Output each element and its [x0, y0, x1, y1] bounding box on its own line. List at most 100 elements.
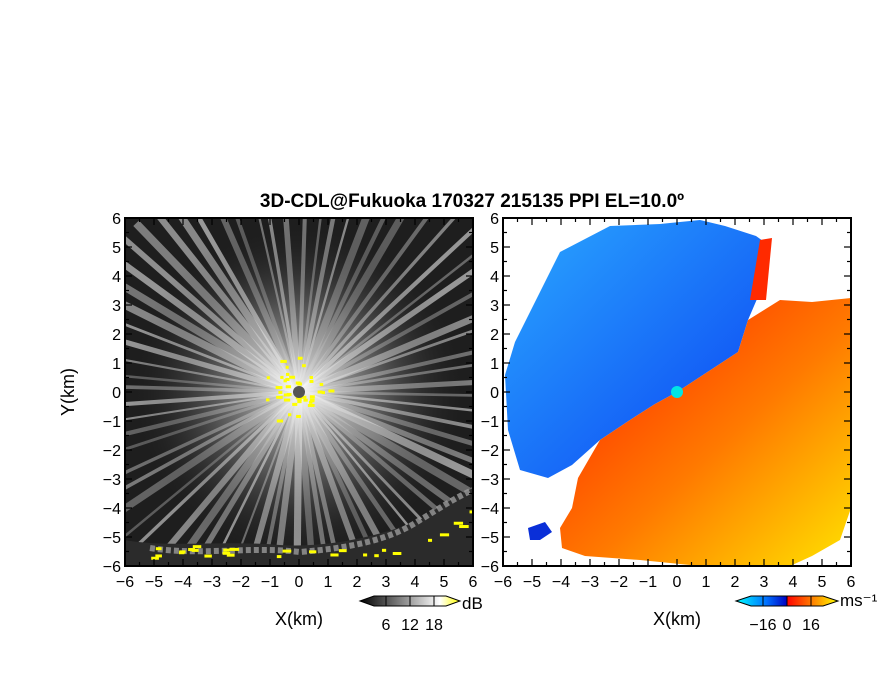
snr-high-value-speck: [285, 365, 289, 369]
colorbar-tick-label: 16: [802, 617, 820, 634]
y-tick-label: −6: [103, 559, 121, 576]
snr-high-value-speck: [297, 382, 302, 386]
x-tick-label: −3: [581, 574, 599, 591]
x-tick-label: 6: [469, 574, 478, 591]
snr-high-value-speck: [278, 390, 283, 394]
snr-high-value-speck: [297, 356, 303, 360]
snr-high-value-speck: [330, 553, 339, 557]
y-tick-label: 6: [112, 211, 121, 228]
snr-high-value-speck: [155, 554, 162, 558]
snr-high-value-speck: [275, 386, 283, 390]
x-tick-label: 2: [731, 574, 740, 591]
y-tick-label: 0: [490, 385, 499, 402]
y-tick-label: 4: [490, 269, 499, 286]
velocity-negative-region: [505, 220, 770, 478]
snr-high-value-speck: [285, 377, 290, 381]
snr-high-value-speck: [363, 553, 368, 557]
snr-high-value-speck: [328, 389, 335, 393]
x-tick-label: 1: [324, 574, 333, 591]
snr-high-value-speck: [303, 398, 308, 402]
snr-panel: −6 −5 −4 −3 −2 −1 0 1 2 3 4 5 6 −6 −5 −4 −3 −2 −1 0 1 2 3 4 5 6 Y…: [58, 211, 478, 629]
x-tick-label: 0: [673, 574, 682, 591]
x-tick-label: −4: [552, 574, 570, 591]
snr-high-value-speck: [283, 379, 287, 383]
x-tick-label: 6: [847, 574, 856, 591]
x-tick-label: 2: [353, 574, 362, 591]
y-tick-label: −2: [103, 443, 121, 460]
x-tick-label: 3: [382, 574, 391, 591]
snr-high-value-speck: [266, 398, 270, 402]
snr-high-value-speck: [392, 551, 402, 555]
snr-high-value-speck: [309, 395, 315, 399]
snr-high-value-speck: [151, 556, 159, 560]
snr-high-value-speck: [439, 533, 450, 537]
snr-x-axis-label: X(km): [275, 609, 323, 629]
snr-high-value-speck: [296, 414, 301, 418]
snr-high-value-speck: [229, 547, 240, 551]
y-tick-label: 1: [112, 356, 121, 373]
y-tick-label: −3: [481, 472, 499, 489]
y-tick-label: −5: [103, 530, 121, 547]
snr-lower-band-edge: [149, 487, 473, 556]
snr-high-value-speck: [459, 525, 469, 529]
y-tick-label: −6: [481, 559, 499, 576]
snr-high-value-speck: [381, 548, 387, 552]
snr-high-value-speck: [311, 399, 315, 403]
snr-high-value-speck: [309, 375, 313, 379]
snr-high-value-speck: [338, 549, 347, 553]
snr-high-value-speck: [317, 390, 323, 394]
snr-radar-site: [293, 386, 305, 398]
figure-title: 3D-CDL@Fukuoka 170327 215135 PPI EL=10.0…: [260, 191, 684, 212]
snr-high-value-speck: [428, 538, 433, 542]
x-tick-label: 4: [789, 574, 798, 591]
velocity-panel: −6 −5 −4 −3 −2 −1 0 1 2 3 4 5 6 −6 −5 −4 −3 −2 −1 0 1 2 3 4 5 6 X…: [481, 211, 856, 629]
snr-colorbar-ticks: 6 12 18: [382, 596, 443, 634]
velocity-positive-streak: [750, 238, 772, 300]
snr-high-value-speck: [302, 364, 306, 368]
y-tick-label: 5: [112, 240, 121, 257]
snr-high-value-speck: [223, 548, 230, 552]
snr-high-value-speck: [188, 548, 195, 552]
velocity-colorbar: −16 0 16 ms⁻¹: [734, 591, 878, 634]
y-tick-label: −1: [481, 414, 499, 431]
snr-high-value-speck: [222, 551, 231, 555]
y-tick-label: 1: [490, 356, 499, 373]
snr-colorbar-unit: dB: [462, 594, 483, 613]
y-tick-label: −2: [481, 443, 499, 460]
snr-high-value-speck: [309, 400, 313, 404]
snr-high-value-speck: [297, 398, 302, 402]
snr-high-value-speck: [266, 376, 270, 380]
snr-high-value-speck: [276, 555, 282, 559]
x-tick-label: −6: [116, 574, 134, 591]
snr-high-value-speck: [289, 375, 296, 379]
x-tick-label: −5: [145, 574, 163, 591]
x-tick-label: −4: [174, 574, 192, 591]
snr-high-value-speck: [321, 391, 325, 395]
snr-high-value-speck: [285, 385, 292, 389]
snr-high-value-speck: [292, 402, 298, 406]
y-tick-label: 4: [112, 269, 121, 286]
snr-high-value-speck: [276, 395, 283, 399]
snr-high-value-speck: [204, 554, 212, 558]
velocity-positive-region: [560, 298, 851, 566]
colorbar-tick-label: 6: [382, 617, 391, 634]
y-tick-label: −4: [481, 501, 499, 518]
y-tick-label: 0: [112, 385, 121, 402]
x-tick-label: −3: [203, 574, 221, 591]
colorbar-tick-label: 12: [401, 617, 419, 634]
snr-high-value-speck: [191, 548, 199, 552]
velocity-negative-patch: [528, 522, 552, 540]
snr-high-value-speck: [469, 510, 473, 514]
snr-high-value-speck: [226, 553, 235, 557]
x-tick-label: 5: [818, 574, 827, 591]
snr-high-value-speck: [374, 554, 379, 558]
snr-high-value-speck: [282, 549, 292, 553]
velocity-radar-site: [671, 386, 683, 398]
y-tick-label: 2: [490, 327, 499, 344]
x-tick-label: −5: [523, 574, 541, 591]
snr-high-value-speck: [283, 393, 290, 397]
y-tick-label: 3: [112, 298, 121, 315]
snr-high-value-speck: [192, 545, 202, 549]
y-tick-label: 5: [490, 240, 499, 257]
